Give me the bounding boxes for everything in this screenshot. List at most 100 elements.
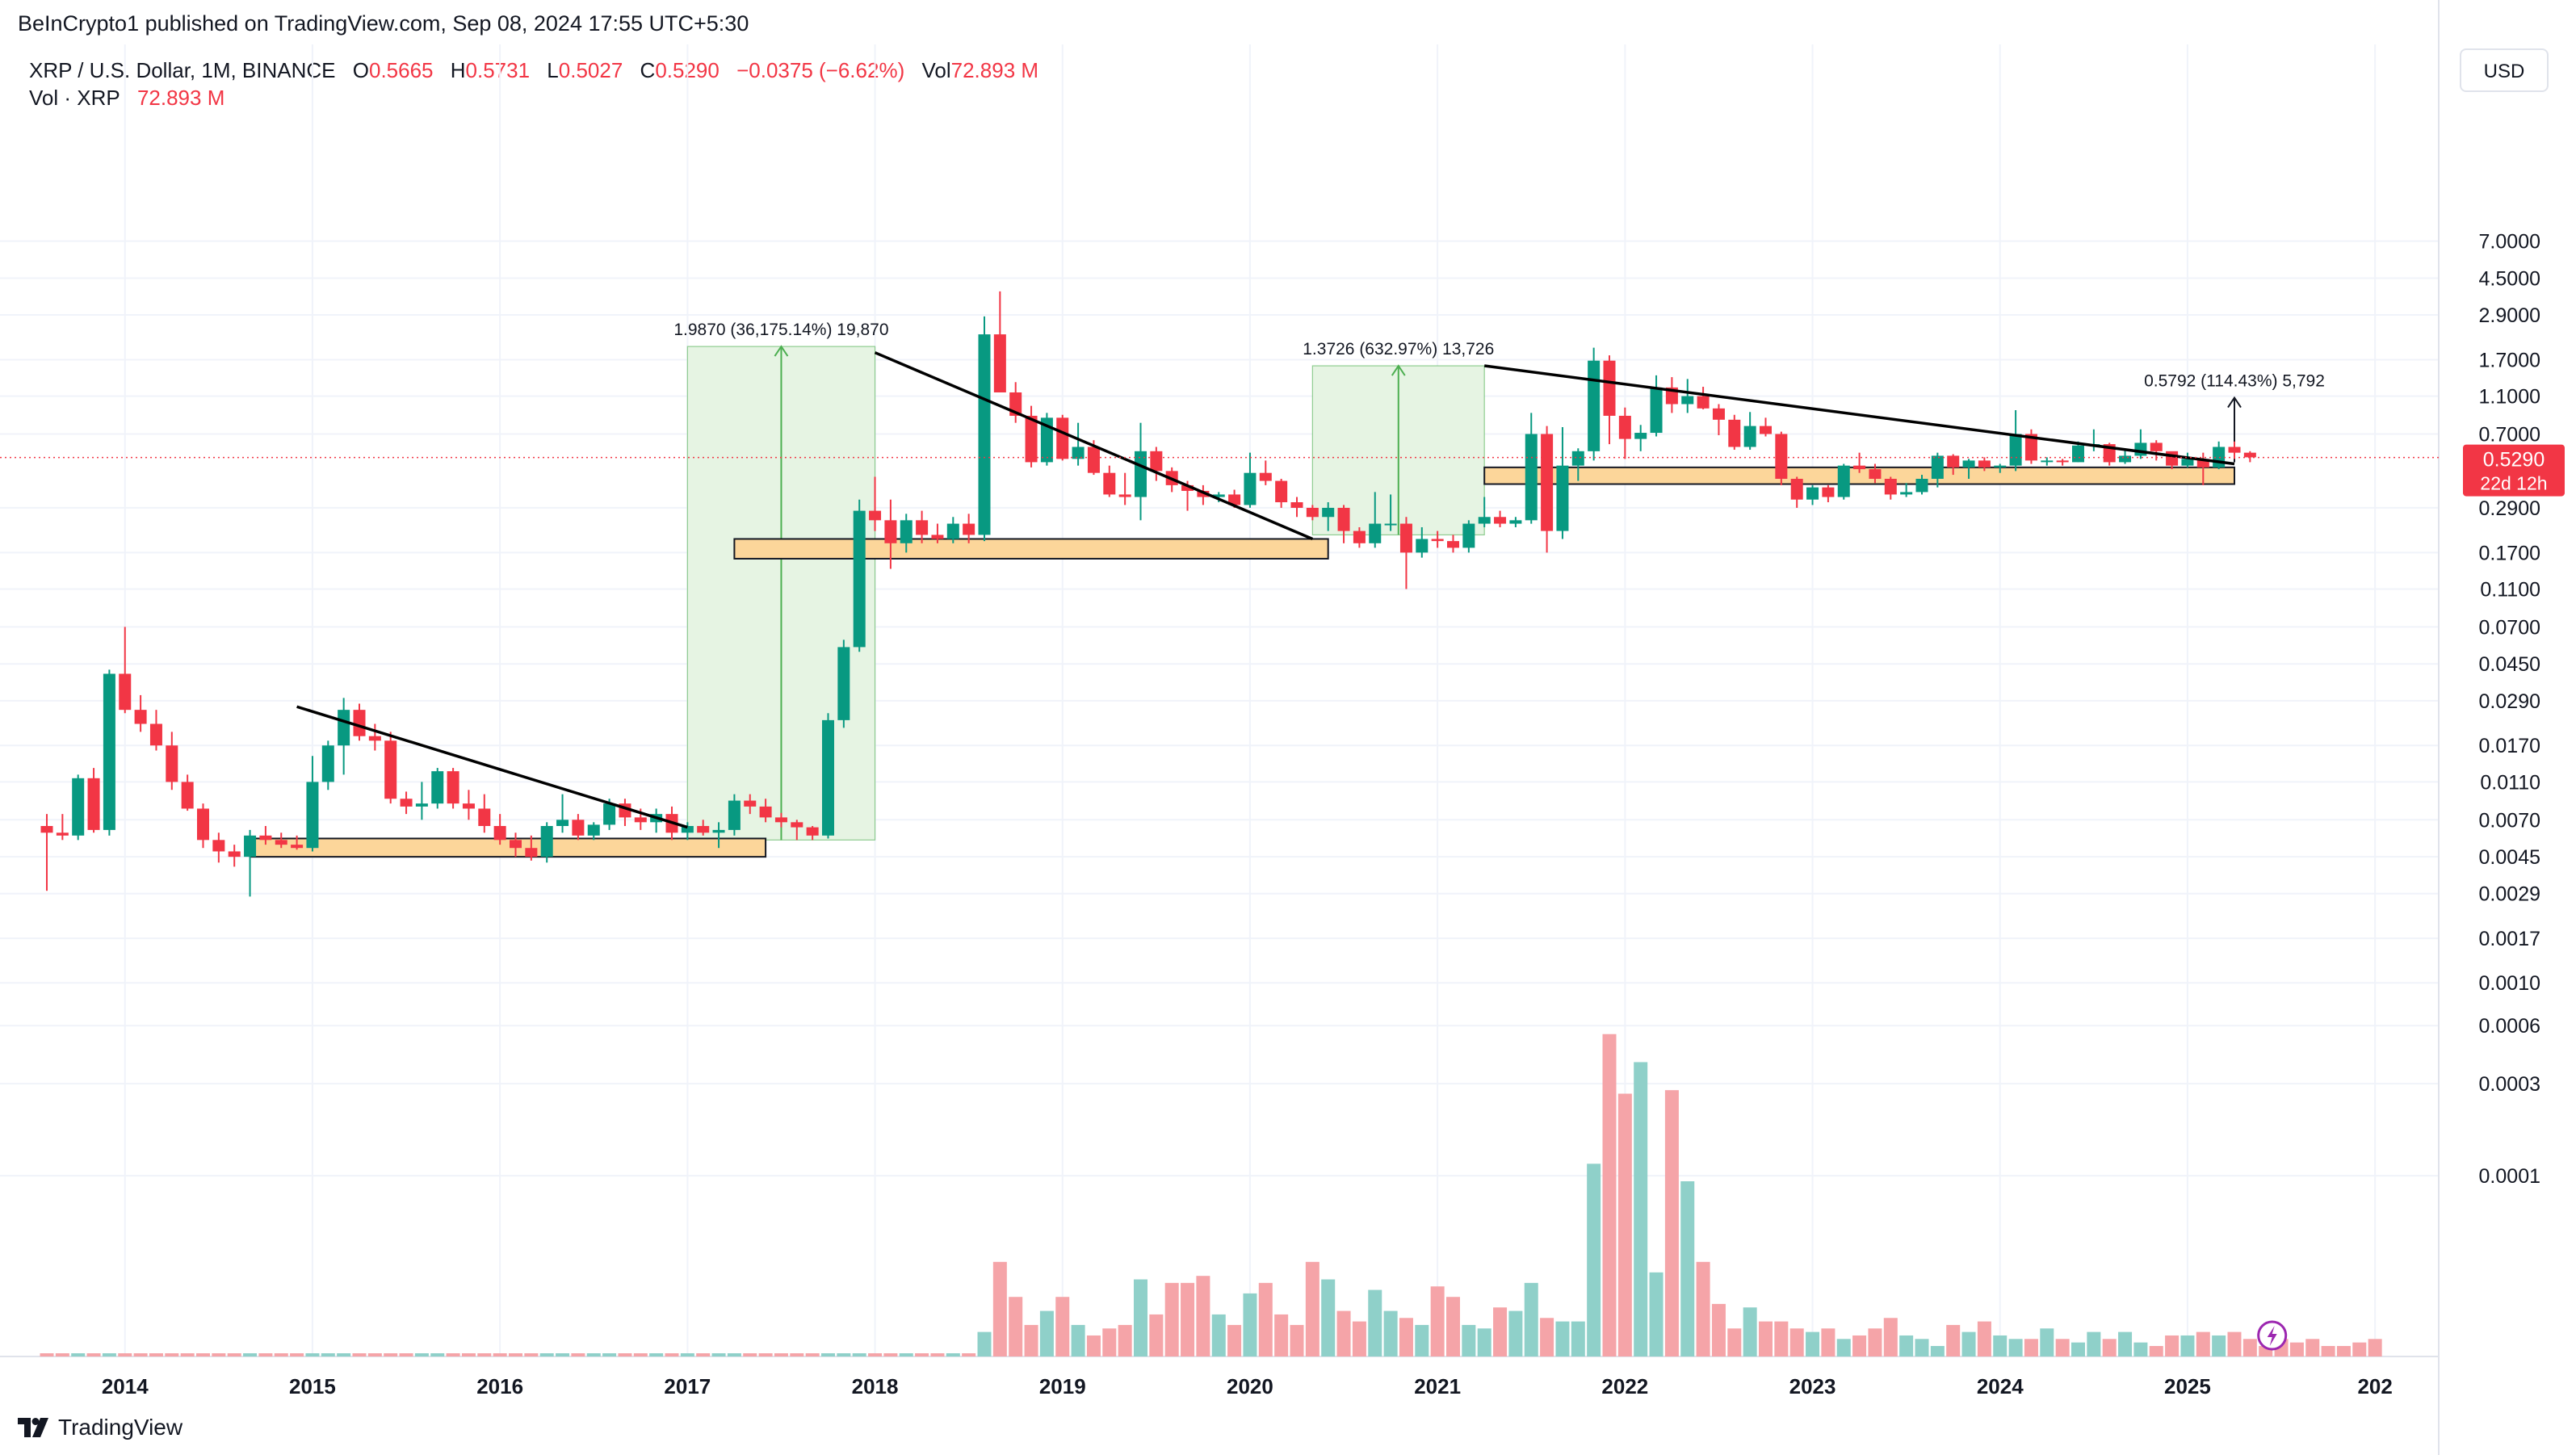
candle-body — [1509, 520, 1522, 524]
y-tick-label: 0.0017 — [2479, 928, 2540, 950]
volume-bar — [2336, 1345, 2351, 1356]
candle-body — [2024, 434, 2037, 461]
candle-body — [1494, 517, 1507, 524]
candle-body — [1900, 492, 1913, 495]
volume-bar — [2352, 1342, 2367, 1356]
volume-bar — [1493, 1307, 1508, 1356]
legend-volume-row: Vol · XRP 72.893 M — [29, 84, 1038, 111]
candles — [40, 291, 2256, 897]
candle-body — [1915, 479, 1928, 493]
legend-volume-label[interactable]: Vol · XRP — [29, 86, 120, 110]
volume-bar — [1993, 1335, 2008, 1356]
candle-body — [1712, 408, 1725, 420]
legend-symbol[interactable]: XRP / U.S. Dollar, 1M, BINANCE — [29, 58, 336, 82]
tradingview-logo[interactable]: TradingView — [18, 1415, 183, 1440]
measure-arrow-head — [2227, 396, 2242, 409]
volume-bar — [1352, 1321, 1366, 1356]
volume-bar — [946, 1353, 960, 1356]
y-tick-label: 0.2900 — [2479, 497, 2540, 520]
volume-bar — [1477, 1328, 1491, 1356]
candle-body — [1306, 507, 1319, 518]
volume-bar — [274, 1353, 288, 1356]
volume-bar — [2321, 1345, 2335, 1356]
legend-low-label: L — [547, 58, 559, 82]
volume-bar — [180, 1353, 195, 1356]
candle-body — [2072, 445, 2084, 463]
volume-bar — [1290, 1324, 1304, 1356]
candle-body — [1962, 460, 1975, 468]
volume-bar — [2289, 1342, 2304, 1356]
candle-body — [338, 710, 350, 746]
candle-body — [822, 719, 834, 836]
candle-body — [1431, 539, 1444, 542]
volume-bar — [2212, 1335, 2226, 1356]
candle-body — [1040, 417, 1053, 463]
y-tick-label: 0.0110 — [2480, 771, 2540, 794]
candle-body — [993, 334, 1006, 392]
candle-body — [540, 825, 553, 857]
volume-bar — [1321, 1279, 1336, 1356]
candle-body — [1760, 426, 1772, 434]
current-price-value: 0.5290 — [2483, 449, 2545, 472]
legend-high-label: H — [450, 58, 466, 82]
volume-bar — [1727, 1328, 1742, 1356]
candle-body — [1822, 487, 1835, 497]
volume-bar — [352, 1353, 367, 1356]
volume-bar — [1540, 1318, 1554, 1356]
candle-body — [791, 822, 803, 828]
volume-bar — [1258, 1282, 1273, 1356]
candle-body — [1416, 539, 1429, 553]
measurement-tools: 1.9870 (36,175.14%) 19,870 1.3726 (632.97… — [673, 321, 2325, 841]
volume-bar — [2102, 1339, 2117, 1356]
volume-bar — [337, 1353, 351, 1356]
candle-body — [1869, 469, 1882, 480]
candle-body — [2134, 442, 2147, 456]
volume-bar — [1883, 1318, 1898, 1356]
volume-bar — [1243, 1293, 1257, 1356]
measure-label: 1.9870 (36,175.14%) 19,870 — [673, 321, 888, 339]
candle-body — [806, 827, 819, 836]
currency-button[interactable]: USD — [2460, 48, 2549, 92]
volume-bar — [2149, 1345, 2163, 1356]
price-axis[interactable]: 7.0000 4.5000 2.9000 1.7000 1.1000 0.7000 0.29… — [2479, 231, 2540, 1188]
volume-bar — [1587, 1164, 1601, 1356]
candle-body — [400, 799, 413, 807]
volume-bar — [2227, 1331, 2242, 1356]
volume-bar — [899, 1353, 913, 1356]
candle-body — [1853, 465, 1866, 470]
volume-bar — [446, 1353, 460, 1356]
support-zone — [249, 837, 767, 858]
volume-bar — [602, 1353, 617, 1356]
candle-body — [1135, 451, 1147, 497]
volume-bar — [821, 1353, 835, 1356]
y-tick-label: 4.5000 — [2479, 267, 2540, 290]
volume-bar — [524, 1353, 539, 1356]
legend-open-value: 0.5665 — [368, 58, 434, 82]
volume-bar — [1524, 1282, 1538, 1356]
volume-bar — [962, 1353, 976, 1356]
volume-bar — [1196, 1276, 1210, 1356]
x-tick-label: 2022 — [1601, 1374, 1648, 1398]
time-axis[interactable]: 2014 2015 2016 2017 2018 2019 2020 2021 2022 2023… — [102, 1374, 2393, 1398]
y-tick-label: 7.0000 — [2479, 231, 2540, 254]
volume-bar — [837, 1353, 851, 1356]
candle-body — [2119, 455, 2132, 463]
candle-body — [415, 803, 428, 807]
tradingview-logo-icon — [18, 1418, 48, 1437]
y-tick-label: 0.0010 — [2479, 972, 2540, 995]
candle-body — [493, 825, 506, 841]
volume-bar — [1759, 1321, 1773, 1356]
volume-bar — [509, 1353, 522, 1356]
volume-bar — [461, 1353, 476, 1356]
measure-arrow-head — [1391, 364, 1406, 376]
candle-body — [275, 840, 287, 845]
volume-bar — [321, 1353, 335, 1356]
candle-body — [149, 723, 162, 746]
candle-body — [1150, 451, 1163, 472]
volume-bar — [1868, 1328, 1882, 1356]
volume-bar — [1571, 1321, 1585, 1356]
trendline — [296, 705, 688, 829]
volume-bar — [618, 1353, 632, 1356]
